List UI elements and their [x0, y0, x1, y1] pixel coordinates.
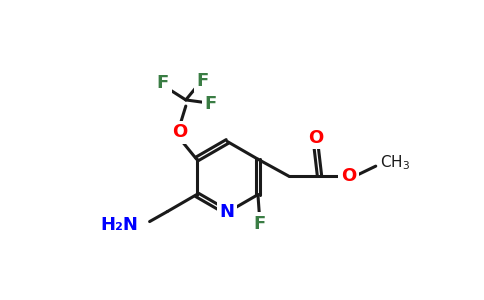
Text: F: F: [253, 215, 266, 233]
Text: F: F: [197, 72, 209, 90]
Text: O: O: [341, 167, 356, 185]
Text: F: F: [204, 95, 216, 113]
Text: CH$_3$: CH$_3$: [379, 153, 410, 172]
Text: F: F: [157, 74, 169, 92]
Text: N: N: [220, 203, 235, 221]
Text: O: O: [308, 129, 323, 147]
Text: H₂N: H₂N: [100, 216, 138, 234]
Text: O: O: [172, 123, 187, 141]
